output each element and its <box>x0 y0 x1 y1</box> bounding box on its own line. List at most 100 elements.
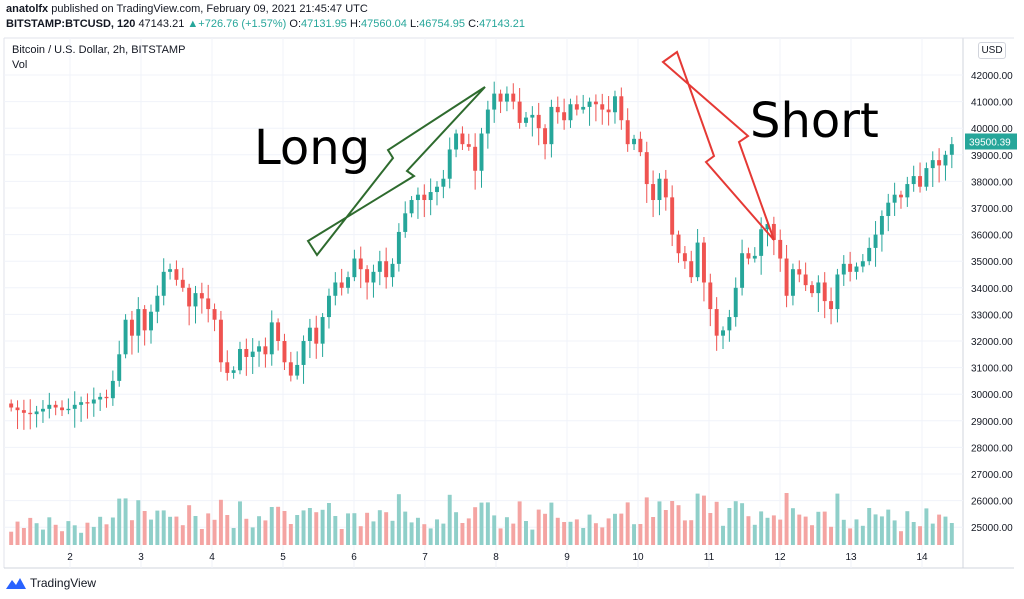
candle-body <box>867 247 872 262</box>
x-tick-label: 10 <box>632 552 644 563</box>
candle-body <box>543 128 548 145</box>
volume-bar <box>905 511 910 545</box>
x-tick-label: 5 <box>280 552 286 563</box>
volume-bar <box>682 520 687 545</box>
candle-body <box>269 322 274 355</box>
volume-bar <box>390 520 395 545</box>
volume-bar <box>479 502 484 545</box>
candle-body <box>155 295 160 312</box>
candle-body <box>644 152 649 185</box>
low-value: 46754.95 <box>419 18 466 30</box>
volume-bar <box>466 518 471 545</box>
candle-body <box>295 364 300 376</box>
y-tick-label: 30000.00 <box>971 390 1013 401</box>
candle-body <box>549 106 554 145</box>
volume-bar <box>924 508 929 545</box>
volume-bar <box>879 516 884 545</box>
volume-bar <box>257 516 262 545</box>
annotation-long: Long <box>254 120 370 176</box>
y-tick-label: 29000.00 <box>971 417 1013 428</box>
volume-bar <box>352 513 357 545</box>
short-arrow <box>661 50 775 241</box>
volume-bar <box>797 514 802 545</box>
candle-body <box>810 285 814 294</box>
candle-body <box>822 282 827 302</box>
volume-bar <box>206 513 211 545</box>
volume-bar <box>746 516 751 545</box>
y-tick-label: 27000.00 <box>971 470 1013 481</box>
volume-bar <box>721 525 725 545</box>
currency-button[interactable]: USD <box>978 42 1006 59</box>
volume-bar <box>250 527 255 545</box>
volume-bar <box>34 523 39 545</box>
candle-body <box>473 146 478 171</box>
volume-bar <box>911 522 916 545</box>
volume-bar <box>129 520 134 545</box>
candle-body <box>911 176 916 185</box>
candle-body <box>651 184 656 201</box>
candle-body <box>435 186 439 193</box>
symbol-label: BITSTAMP:BTCUSD, 120 <box>6 18 136 30</box>
volume-bar <box>307 508 312 545</box>
candle-body <box>441 178 446 187</box>
volume-bar <box>854 519 859 545</box>
candle-body <box>918 176 923 187</box>
volume-bar <box>15 521 20 545</box>
candle-body <box>511 93 516 102</box>
candle-body <box>943 154 948 166</box>
candle-body <box>829 301 834 310</box>
candle-body <box>899 194 903 198</box>
volume-bar <box>759 511 764 545</box>
candle-body <box>98 396 103 400</box>
candle-body <box>168 269 173 272</box>
volume-bar <box>612 513 617 545</box>
candle-body <box>238 348 242 371</box>
volume-bar <box>320 509 325 545</box>
volume-bar <box>632 524 637 545</box>
candle-body <box>384 261 389 278</box>
candle-body <box>244 348 249 357</box>
candle-body <box>930 160 935 169</box>
volume-bar <box>142 511 147 545</box>
volume-bar <box>212 519 217 545</box>
candle-body <box>180 279 185 288</box>
candle-body <box>860 261 865 267</box>
volume-bar <box>593 523 598 545</box>
candle-body <box>854 266 859 272</box>
candle-body <box>676 234 681 254</box>
ohlc-line: BITSTAMP:BTCUSD, 120 47143.21 ▲+726.76 (… <box>6 18 525 30</box>
volume-bar <box>873 514 878 545</box>
volume-bar <box>600 527 605 545</box>
candle-body <box>91 399 96 404</box>
y-tick-label: 32000.00 <box>971 337 1013 348</box>
volume-bar <box>199 529 204 545</box>
candle-body <box>72 404 77 409</box>
volume-bar <box>98 516 103 545</box>
candle-body <box>231 370 236 373</box>
candle-body <box>218 319 223 363</box>
footer-brand[interactable]: TradingView <box>6 573 96 593</box>
volume-bar <box>485 502 490 545</box>
candle-body <box>396 231 401 264</box>
candle-body <box>263 346 268 355</box>
candle-body <box>346 277 351 288</box>
candle-body <box>454 133 459 150</box>
candle-body <box>682 253 687 262</box>
y-tick-label: 36000.00 <box>971 231 1013 242</box>
candle-body <box>581 106 586 110</box>
volume-bar <box>733 501 738 545</box>
x-tick-label: 12 <box>774 552 786 563</box>
y-tick-label: 33000.00 <box>971 310 1013 321</box>
candle-body <box>377 261 382 272</box>
candle-body <box>66 408 71 411</box>
volume-bar <box>574 519 579 545</box>
candle-body <box>803 274 808 286</box>
candle-body <box>301 341 306 365</box>
volume-bar <box>104 524 109 545</box>
candle-body <box>53 404 58 408</box>
volume-bar <box>21 528 26 545</box>
candle-body <box>905 184 910 198</box>
volume-bar <box>930 523 935 545</box>
candle-body <box>47 404 52 409</box>
